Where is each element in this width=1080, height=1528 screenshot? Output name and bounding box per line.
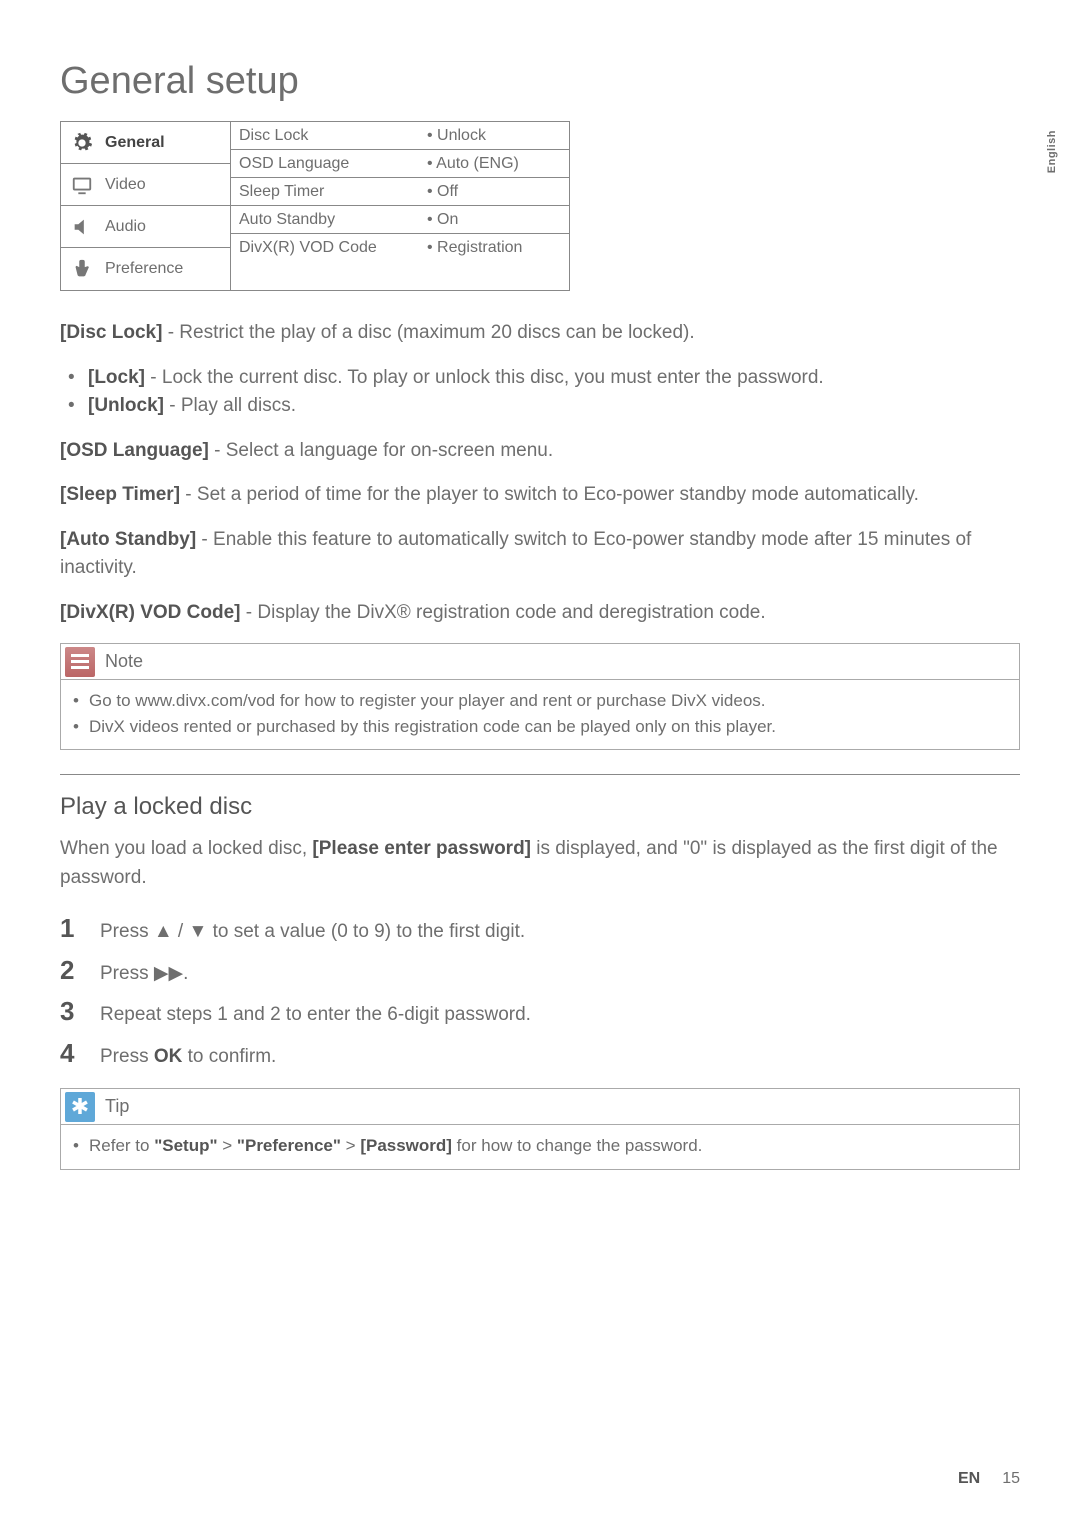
- sleep-desc: [Sleep Timer] - Set a period of time for…: [60, 481, 1020, 510]
- osd-desc: [OSD Language] - Select a language for o…: [60, 437, 1020, 466]
- note-item: Go to www.divx.com/vod for how to regist…: [73, 688, 1007, 714]
- menu-label: Audio: [105, 218, 146, 236]
- disc-lock-bullets: [Lock] - Lock the current disc. To play …: [64, 364, 1020, 421]
- option-name: Disc Lock: [231, 122, 421, 150]
- steps-list: 1Press ▲ / ▼ to set a value (0 to 9) to …: [60, 908, 1020, 1074]
- option-disc-lock[interactable]: Disc Lock • Unlock: [231, 122, 569, 150]
- note-item: DivX videos rented or purchased by this …: [73, 714, 1007, 740]
- step-2: 2Press ▶▶.: [60, 950, 1020, 992]
- hand-icon: [69, 258, 95, 280]
- note-header: Note: [61, 644, 1019, 680]
- section-title: Play a locked disc: [60, 793, 1020, 821]
- menu-item-video[interactable]: Video: [61, 164, 230, 206]
- section-intro: When you load a locked disc, [Please ent…: [60, 835, 1020, 892]
- divx-desc: [DivX(R) VOD Code] - Display the DivX® r…: [60, 599, 1020, 628]
- section-divider: [60, 774, 1020, 775]
- footer-page: 15: [1002, 1470, 1020, 1488]
- note-box: Note Go to www.divx.com/vod for how to r…: [60, 643, 1020, 750]
- option-divx-vod[interactable]: DivX(R) VOD Code • Registration: [231, 234, 569, 262]
- step-1: 1Press ▲ / ▼ to set a value (0 to 9) to …: [60, 908, 1020, 950]
- option-osd-language[interactable]: OSD Language • Auto (ENG): [231, 150, 569, 178]
- menu-label: Video: [105, 176, 146, 194]
- step-4: 4Press OK to confirm.: [60, 1033, 1020, 1075]
- disc-lock-desc: [Disc Lock] - Restrict the play of a dis…: [60, 319, 1020, 348]
- language-side-label: English: [1046, 130, 1058, 173]
- footer-lang: EN: [958, 1470, 980, 1488]
- bullet-lock: [Lock] - Lock the current disc. To play …: [64, 364, 1020, 393]
- speaker-icon: [69, 216, 95, 238]
- option-value: • Auto (ENG): [421, 150, 569, 178]
- option-value: • Off: [421, 178, 569, 206]
- page-title: General setup: [60, 60, 1020, 103]
- gear-icon: [69, 132, 95, 154]
- option-name: Auto Standby: [231, 206, 421, 234]
- bullet-unlock: [Unlock] - Play all discs.: [64, 392, 1020, 421]
- menu-item-general[interactable]: General: [61, 122, 230, 164]
- option-sleep-timer[interactable]: Sleep Timer • Off: [231, 178, 569, 206]
- tip-icon: ✱: [65, 1092, 95, 1122]
- option-value: • Registration: [421, 234, 569, 262]
- tip-header: ✱ Tip: [61, 1089, 1019, 1125]
- tip-title: Tip: [105, 1096, 129, 1117]
- note-title: Note: [105, 651, 143, 672]
- page-footer: EN 15: [958, 1470, 1020, 1488]
- option-name: OSD Language: [231, 150, 421, 178]
- setup-menu: General Video Audio Preference Disc Lock…: [60, 121, 1020, 291]
- autostandby-desc: [Auto Standby] - Enable this feature to …: [60, 526, 1020, 583]
- option-name: DivX(R) VOD Code: [231, 234, 421, 262]
- note-icon: [65, 647, 95, 677]
- note-body: Go to www.divx.com/vod for how to regist…: [61, 680, 1019, 749]
- menu-item-preference[interactable]: Preference: [61, 248, 230, 290]
- option-value: • On: [421, 206, 569, 234]
- tip-box: ✱ Tip Refer to "Setup" > "Preference" > …: [60, 1088, 1020, 1170]
- menu-label: General: [105, 134, 165, 152]
- menu-options: Disc Lock • Unlock OSD Language • Auto (…: [230, 121, 570, 291]
- option-auto-standby[interactable]: Auto Standby • On: [231, 206, 569, 234]
- tip-item: Refer to "Setup" > "Preference" > [Passw…: [73, 1133, 1007, 1159]
- tip-body: Refer to "Setup" > "Preference" > [Passw…: [61, 1125, 1019, 1169]
- step-3: 3Repeat steps 1 and 2 to enter the 6-dig…: [60, 991, 1020, 1033]
- menu-label: Preference: [105, 260, 183, 278]
- menu-item-audio[interactable]: Audio: [61, 206, 230, 248]
- option-value: • Unlock: [421, 122, 569, 150]
- option-name: Sleep Timer: [231, 178, 421, 206]
- menu-categories: General Video Audio Preference: [60, 121, 230, 291]
- monitor-icon: [69, 174, 95, 196]
